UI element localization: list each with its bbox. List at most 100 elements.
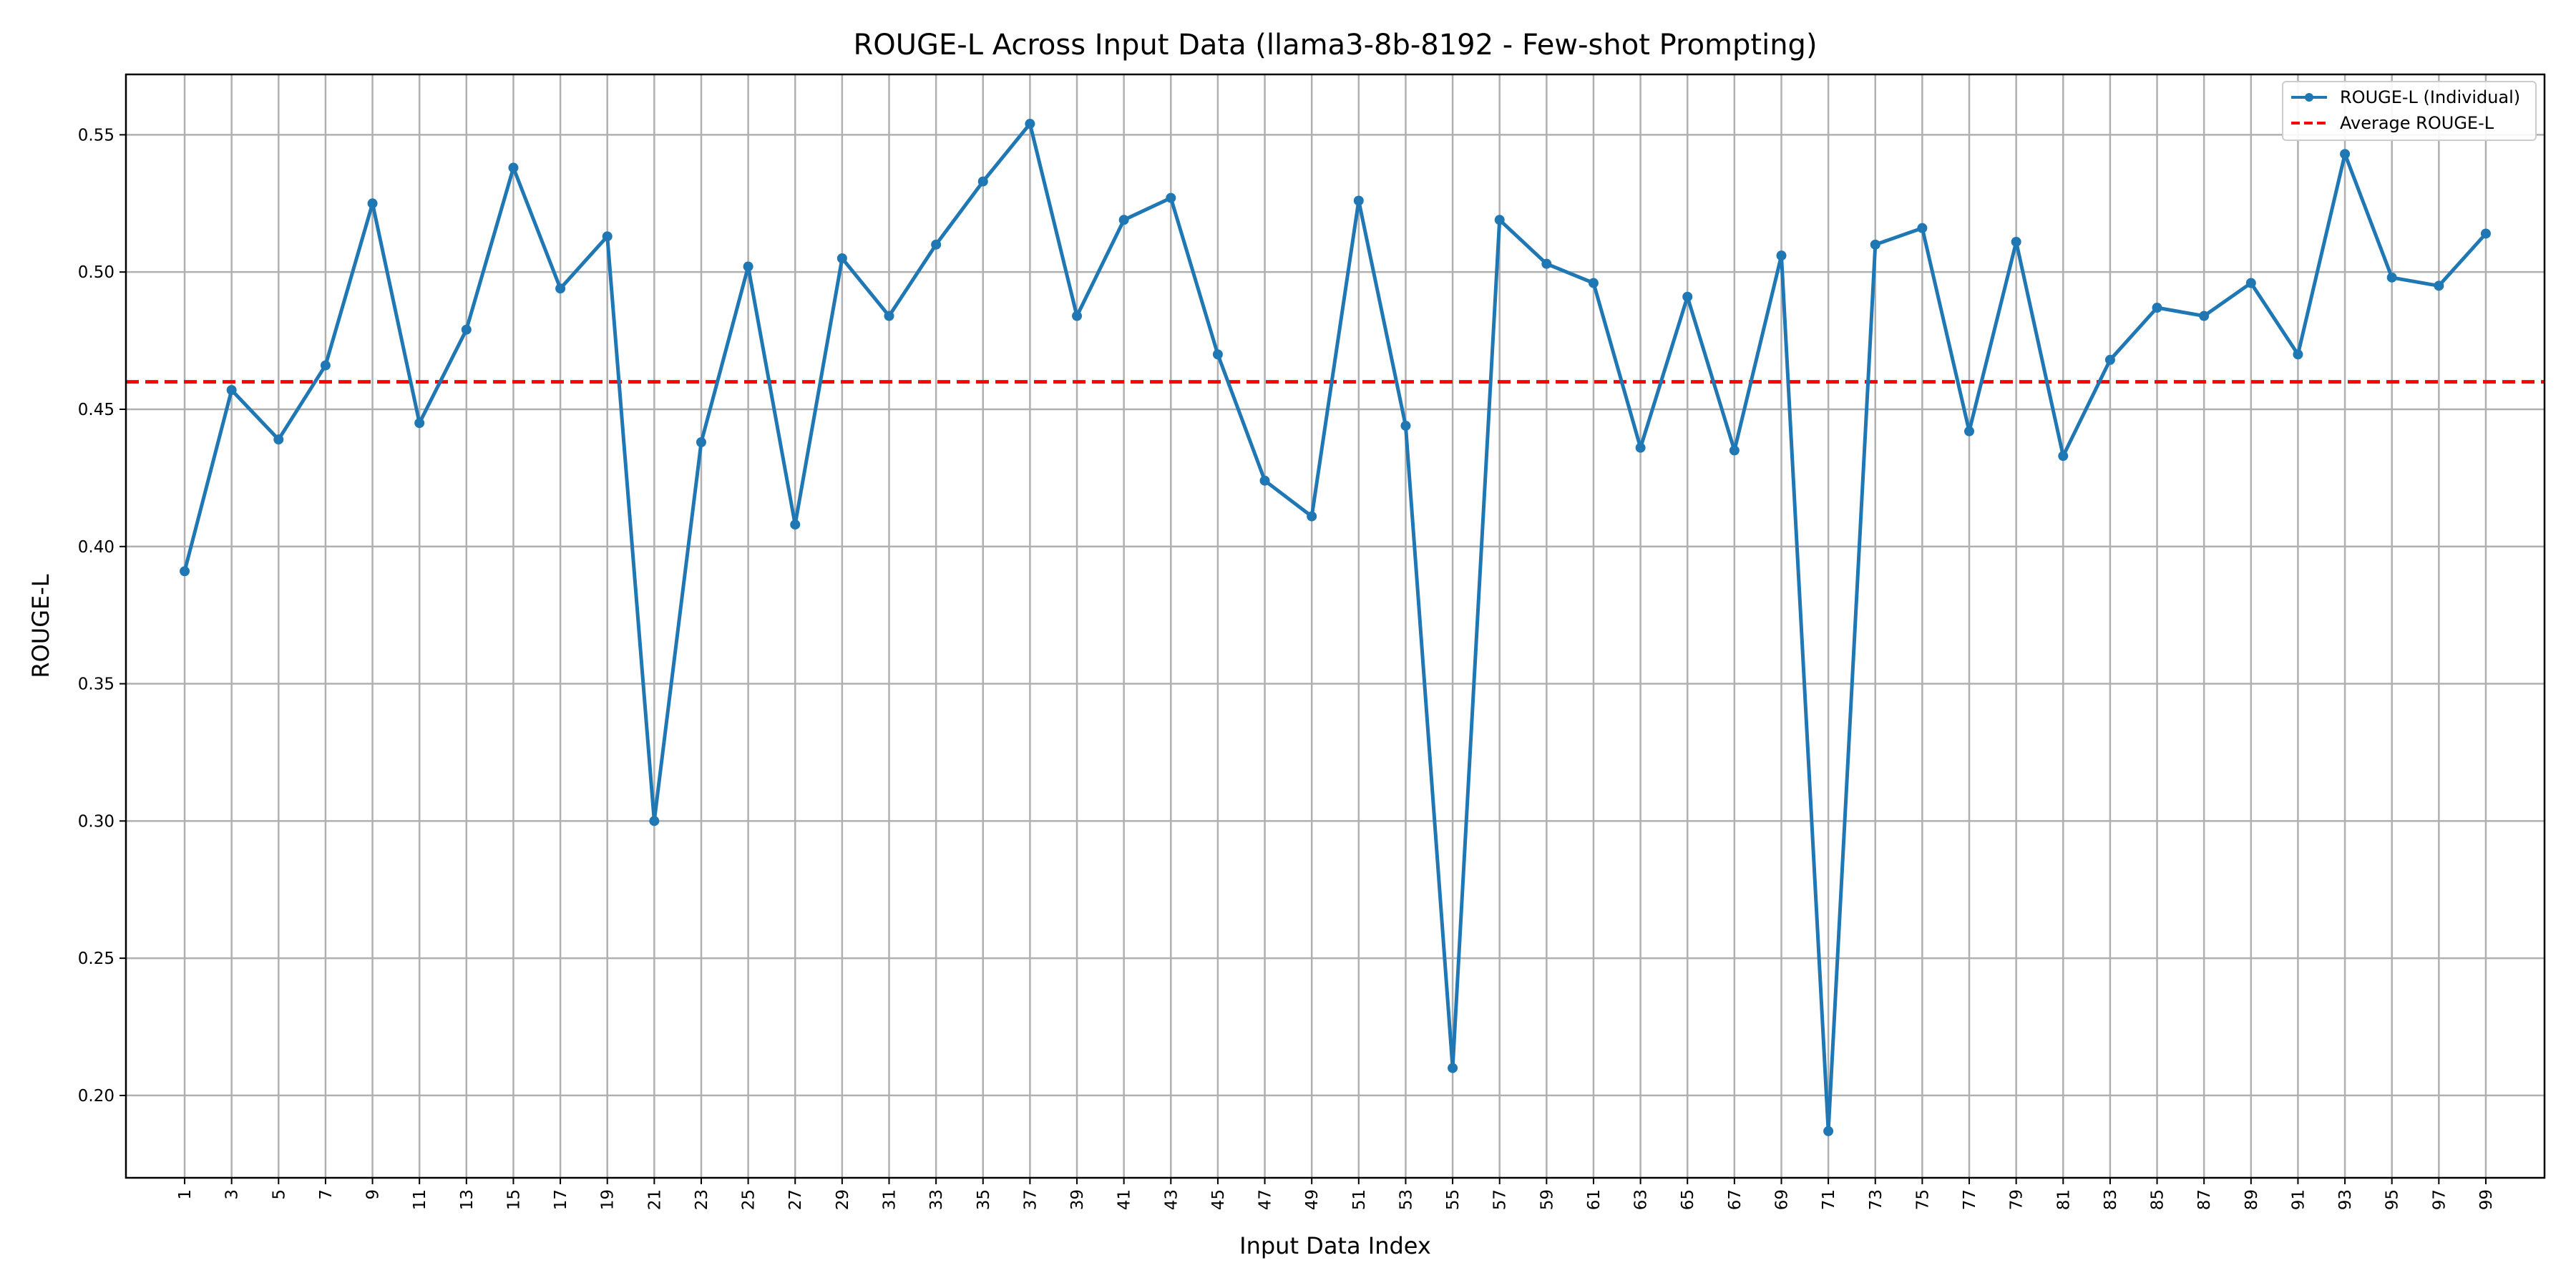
data-point: [320, 360, 331, 371]
data-point: [649, 816, 660, 826]
x-tick-label: 97: [2430, 1189, 2449, 1210]
data-point: [226, 385, 237, 396]
data-point: [180, 566, 190, 577]
legend-label-individual: ROUGE-L (Individual): [2340, 87, 2520, 107]
x-tick-label: 61: [1585, 1189, 1604, 1210]
x-tick-label: 45: [1209, 1189, 1228, 1210]
data-point: [273, 434, 284, 445]
data-point: [2480, 228, 2491, 239]
data-point: [2386, 272, 2397, 283]
x-tick-label: 11: [411, 1189, 429, 1210]
data-point: [696, 437, 706, 447]
x-tick-label: 19: [599, 1189, 618, 1210]
x-tick-label: 69: [1772, 1189, 1791, 1210]
x-tick-label: 57: [1491, 1189, 1510, 1210]
x-axis-label: Input Data Index: [1239, 1232, 1431, 1259]
data-point: [790, 519, 801, 530]
data-point: [2058, 451, 2069, 462]
x-tick-label: 7: [317, 1189, 336, 1200]
data-point: [461, 324, 472, 335]
data-point: [884, 311, 894, 321]
data-point: [2011, 236, 2021, 247]
data-point: [931, 239, 942, 250]
x-tick-label: 77: [1961, 1189, 1979, 1210]
x-tick-label: 95: [2384, 1189, 2402, 1210]
data-point: [1729, 445, 1740, 456]
x-tick-label: 3: [223, 1189, 242, 1200]
x-tick-label: 5: [270, 1189, 288, 1200]
data-point: [1917, 223, 1928, 233]
x-tick-label: 35: [975, 1189, 993, 1210]
data-point: [414, 418, 425, 429]
data-point: [836, 253, 847, 263]
data-point: [367, 198, 378, 209]
x-tick-label: 29: [834, 1189, 852, 1210]
data-point: [1541, 258, 1552, 269]
x-tick-label: 59: [1538, 1189, 1556, 1210]
data-point: [1353, 195, 1364, 206]
x-tick-label: 13: [458, 1189, 477, 1210]
x-tick-label: 25: [740, 1189, 758, 1210]
data-point: [1118, 215, 1129, 225]
x-tick-label: 81: [2054, 1189, 2073, 1210]
x-tick-label: 21: [645, 1189, 664, 1210]
data-point: [2104, 354, 2115, 365]
x-tick-label: 83: [2102, 1189, 2120, 1210]
data-point: [1682, 291, 1693, 302]
data-point: [2340, 149, 2351, 160]
x-tick-label: 27: [786, 1189, 805, 1210]
chart-title: ROUGE-L Across Input Data (llama3-8b-819…: [853, 29, 1817, 62]
y-axis-ticks: 0.20 0.25 0.30 0.35 0.40 0.45 0.50 0.55: [78, 126, 126, 1106]
x-tick-label: 71: [1820, 1189, 1838, 1210]
x-tick-label: 33: [927, 1189, 946, 1210]
data-point: [555, 283, 566, 294]
legend-label-average: Average ROUGE-L: [2340, 113, 2494, 133]
rouge-l-individual-line: [182, 122, 2487, 1133]
x-tick-label: 93: [2336, 1189, 2355, 1210]
legend-marker-individual: [2305, 93, 2313, 102]
x-tick-label: 85: [2149, 1189, 2167, 1210]
data-point: [1400, 420, 1411, 431]
y-tick-label: 0.50: [78, 263, 114, 282]
x-tick-label: 55: [1444, 1189, 1463, 1210]
data-point: [2152, 303, 2162, 313]
x-tick-label: 63: [1632, 1189, 1651, 1210]
data-point: [602, 231, 613, 242]
y-tick-label: 0.40: [78, 538, 114, 557]
data-point: [2434, 280, 2444, 291]
x-tick-label: 43: [1162, 1189, 1181, 1210]
x-tick-label: 31: [881, 1189, 899, 1210]
data-point: [1025, 119, 1035, 130]
x-tick-label: 41: [1116, 1189, 1134, 1210]
data-point: [1494, 215, 1505, 225]
x-tick-label: 65: [1679, 1189, 1697, 1210]
legend: ROUGE-L (Individual) Average ROUGE-L: [2282, 81, 2537, 141]
data-point: [508, 162, 519, 173]
data-point: [1823, 1126, 1834, 1136]
y-tick-label: 0.20: [78, 1087, 114, 1106]
series-layer: [180, 119, 2491, 1136]
x-tick-label: 89: [2243, 1189, 2261, 1210]
y-axis-label: ROUGE-L: [27, 574, 54, 678]
y-tick-label: 0.25: [78, 950, 114, 968]
data-point: [1964, 426, 1975, 436]
x-tick-label: 1: [176, 1189, 195, 1200]
x-tick-label: 17: [552, 1189, 570, 1210]
x-tick-label: 67: [1726, 1189, 1745, 1210]
x-tick-label: 87: [2195, 1189, 2214, 1210]
data-point: [1259, 475, 1270, 486]
x-tick-label: 51: [1350, 1189, 1369, 1210]
data-point: [1307, 511, 1317, 522]
data-point: [1588, 278, 1599, 288]
x-tick-label: 79: [2008, 1189, 2026, 1210]
x-tick-label: 99: [2477, 1189, 2496, 1210]
data-point: [1635, 442, 1646, 453]
x-axis-ticks: 1 3 5 7 9 11 13 15 17 19 21 23 25 27 29 31 33 35 37 39 41 43 4…: [176, 1178, 2496, 1210]
grid-lines: [126, 74, 2545, 1178]
y-tick-label: 0.30: [78, 812, 114, 831]
y-tick-label: 0.45: [78, 401, 114, 419]
data-point: [1870, 239, 1880, 250]
x-tick-label: 91: [2289, 1189, 2308, 1210]
y-tick-label: 0.35: [78, 675, 114, 694]
